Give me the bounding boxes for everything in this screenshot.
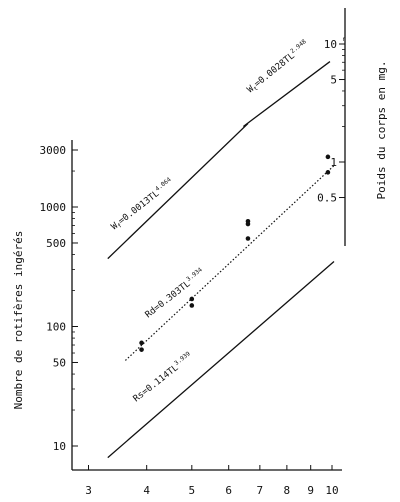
y-tick-label: 10 xyxy=(53,440,66,453)
y2-tick-label: 5 xyxy=(330,74,337,87)
y-tick-label: 100 xyxy=(46,321,66,334)
x-tick-label: 3 xyxy=(85,484,92,497)
y-tick-label: 50 xyxy=(53,356,66,369)
x-tick-label: 5 xyxy=(189,484,196,497)
x-tick-label: 10 xyxy=(325,484,338,497)
series-line-wf xyxy=(107,123,249,260)
data-point xyxy=(189,303,195,308)
series-lines xyxy=(107,61,335,459)
x-tick-label: 6 xyxy=(225,484,232,497)
y2-superscript: r xyxy=(342,36,346,43)
y-tick-label: 1000 xyxy=(40,201,67,214)
data-point xyxy=(325,154,331,160)
axes: 3 4 5 6 7 8 9 10 10 50 100 500 1000 3000 0.5 1 5 10 r Nombr… xyxy=(12,8,388,497)
data-point xyxy=(245,221,251,227)
y2-tick-label: 0.5 xyxy=(317,192,337,205)
y-axis-title: Nombre de rotifères ingérés xyxy=(12,231,25,410)
y2-tick-label: 10 xyxy=(324,38,337,51)
x-tick-label: 4 xyxy=(143,484,150,497)
series-labels: Wt=0.0028TL2.948Wf=0.0013TL4.064Rd=0.303… xyxy=(110,38,311,404)
series-line-rs xyxy=(107,261,335,459)
y2-axis-title: Poids du corps en mg. xyxy=(375,60,388,199)
data-point xyxy=(139,347,144,352)
data-point xyxy=(325,170,331,175)
x-tick-label: 8 xyxy=(284,484,291,497)
y-tick-label: 3000 xyxy=(40,144,67,157)
series-line-wt xyxy=(242,61,331,127)
series-label-wt: Wt=0.0028TL2.948 xyxy=(244,38,311,96)
x-tick-label: 9 xyxy=(307,484,314,497)
y2-tick-label: 1 xyxy=(330,156,337,169)
y-tick-label: 500 xyxy=(46,237,66,250)
data-points xyxy=(139,154,331,352)
series-label-rs: Rs=0.114TL3.939 xyxy=(130,350,195,404)
x-tick-label: 7 xyxy=(257,484,264,497)
data-point xyxy=(245,236,251,241)
data-point xyxy=(139,340,144,346)
data-point xyxy=(189,296,195,302)
